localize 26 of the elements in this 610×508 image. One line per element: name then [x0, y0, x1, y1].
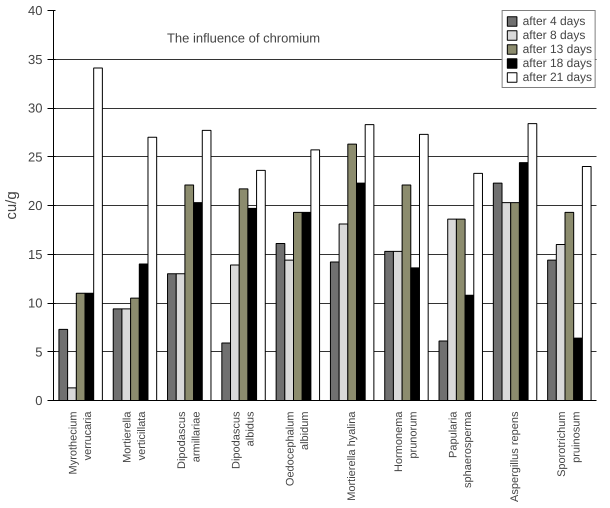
- x-tick-label: Dipodascus armillariae: [176, 411, 202, 469]
- x-tick-label: Papularia sphaerosperma: [448, 410, 474, 488]
- x-tick-label: Sporotrichum pruinosum: [556, 411, 583, 477]
- y-tick-label: 5: [35, 344, 43, 360]
- y-tick-label: 30: [28, 100, 43, 116]
- y-tick-label: 20: [28, 198, 43, 213]
- x-tick-label: Mortierella verticillata: [122, 410, 148, 463]
- x-tick-label: Myrothecium verrucaria: [67, 410, 94, 474]
- y-tick-label: 15: [28, 246, 43, 262]
- x-tick-label: Oedocephalum albidum: [284, 411, 312, 486]
- legend-label: after 13 days: [522, 42, 592, 56]
- legend-label: after 4 days: [522, 14, 586, 28]
- legend-label: after 21 days: [522, 70, 592, 84]
- legend-label: after 8 days: [522, 28, 586, 42]
- x-tick-label: Mortierella hyalina: [346, 410, 358, 501]
- y-tick-label: 40: [28, 3, 43, 18]
- x-tick-label: Dipodascus albidus: [230, 411, 257, 469]
- y-tick-label: 10: [28, 296, 43, 310]
- y-tick-label: 35: [28, 52, 43, 67]
- text: The influence of chromium: [166, 30, 320, 46]
- y-tick-label: 0: [35, 393, 43, 408]
- x-tick-label: Aspergillus repens: [509, 411, 522, 502]
- y-axis-title: cu/g: [3, 191, 20, 220]
- x-tick-label: Hormonema prunorum: [393, 410, 420, 472]
- y-tick-label: 25: [28, 149, 43, 164]
- legend-label: after 18 days: [522, 56, 592, 70]
